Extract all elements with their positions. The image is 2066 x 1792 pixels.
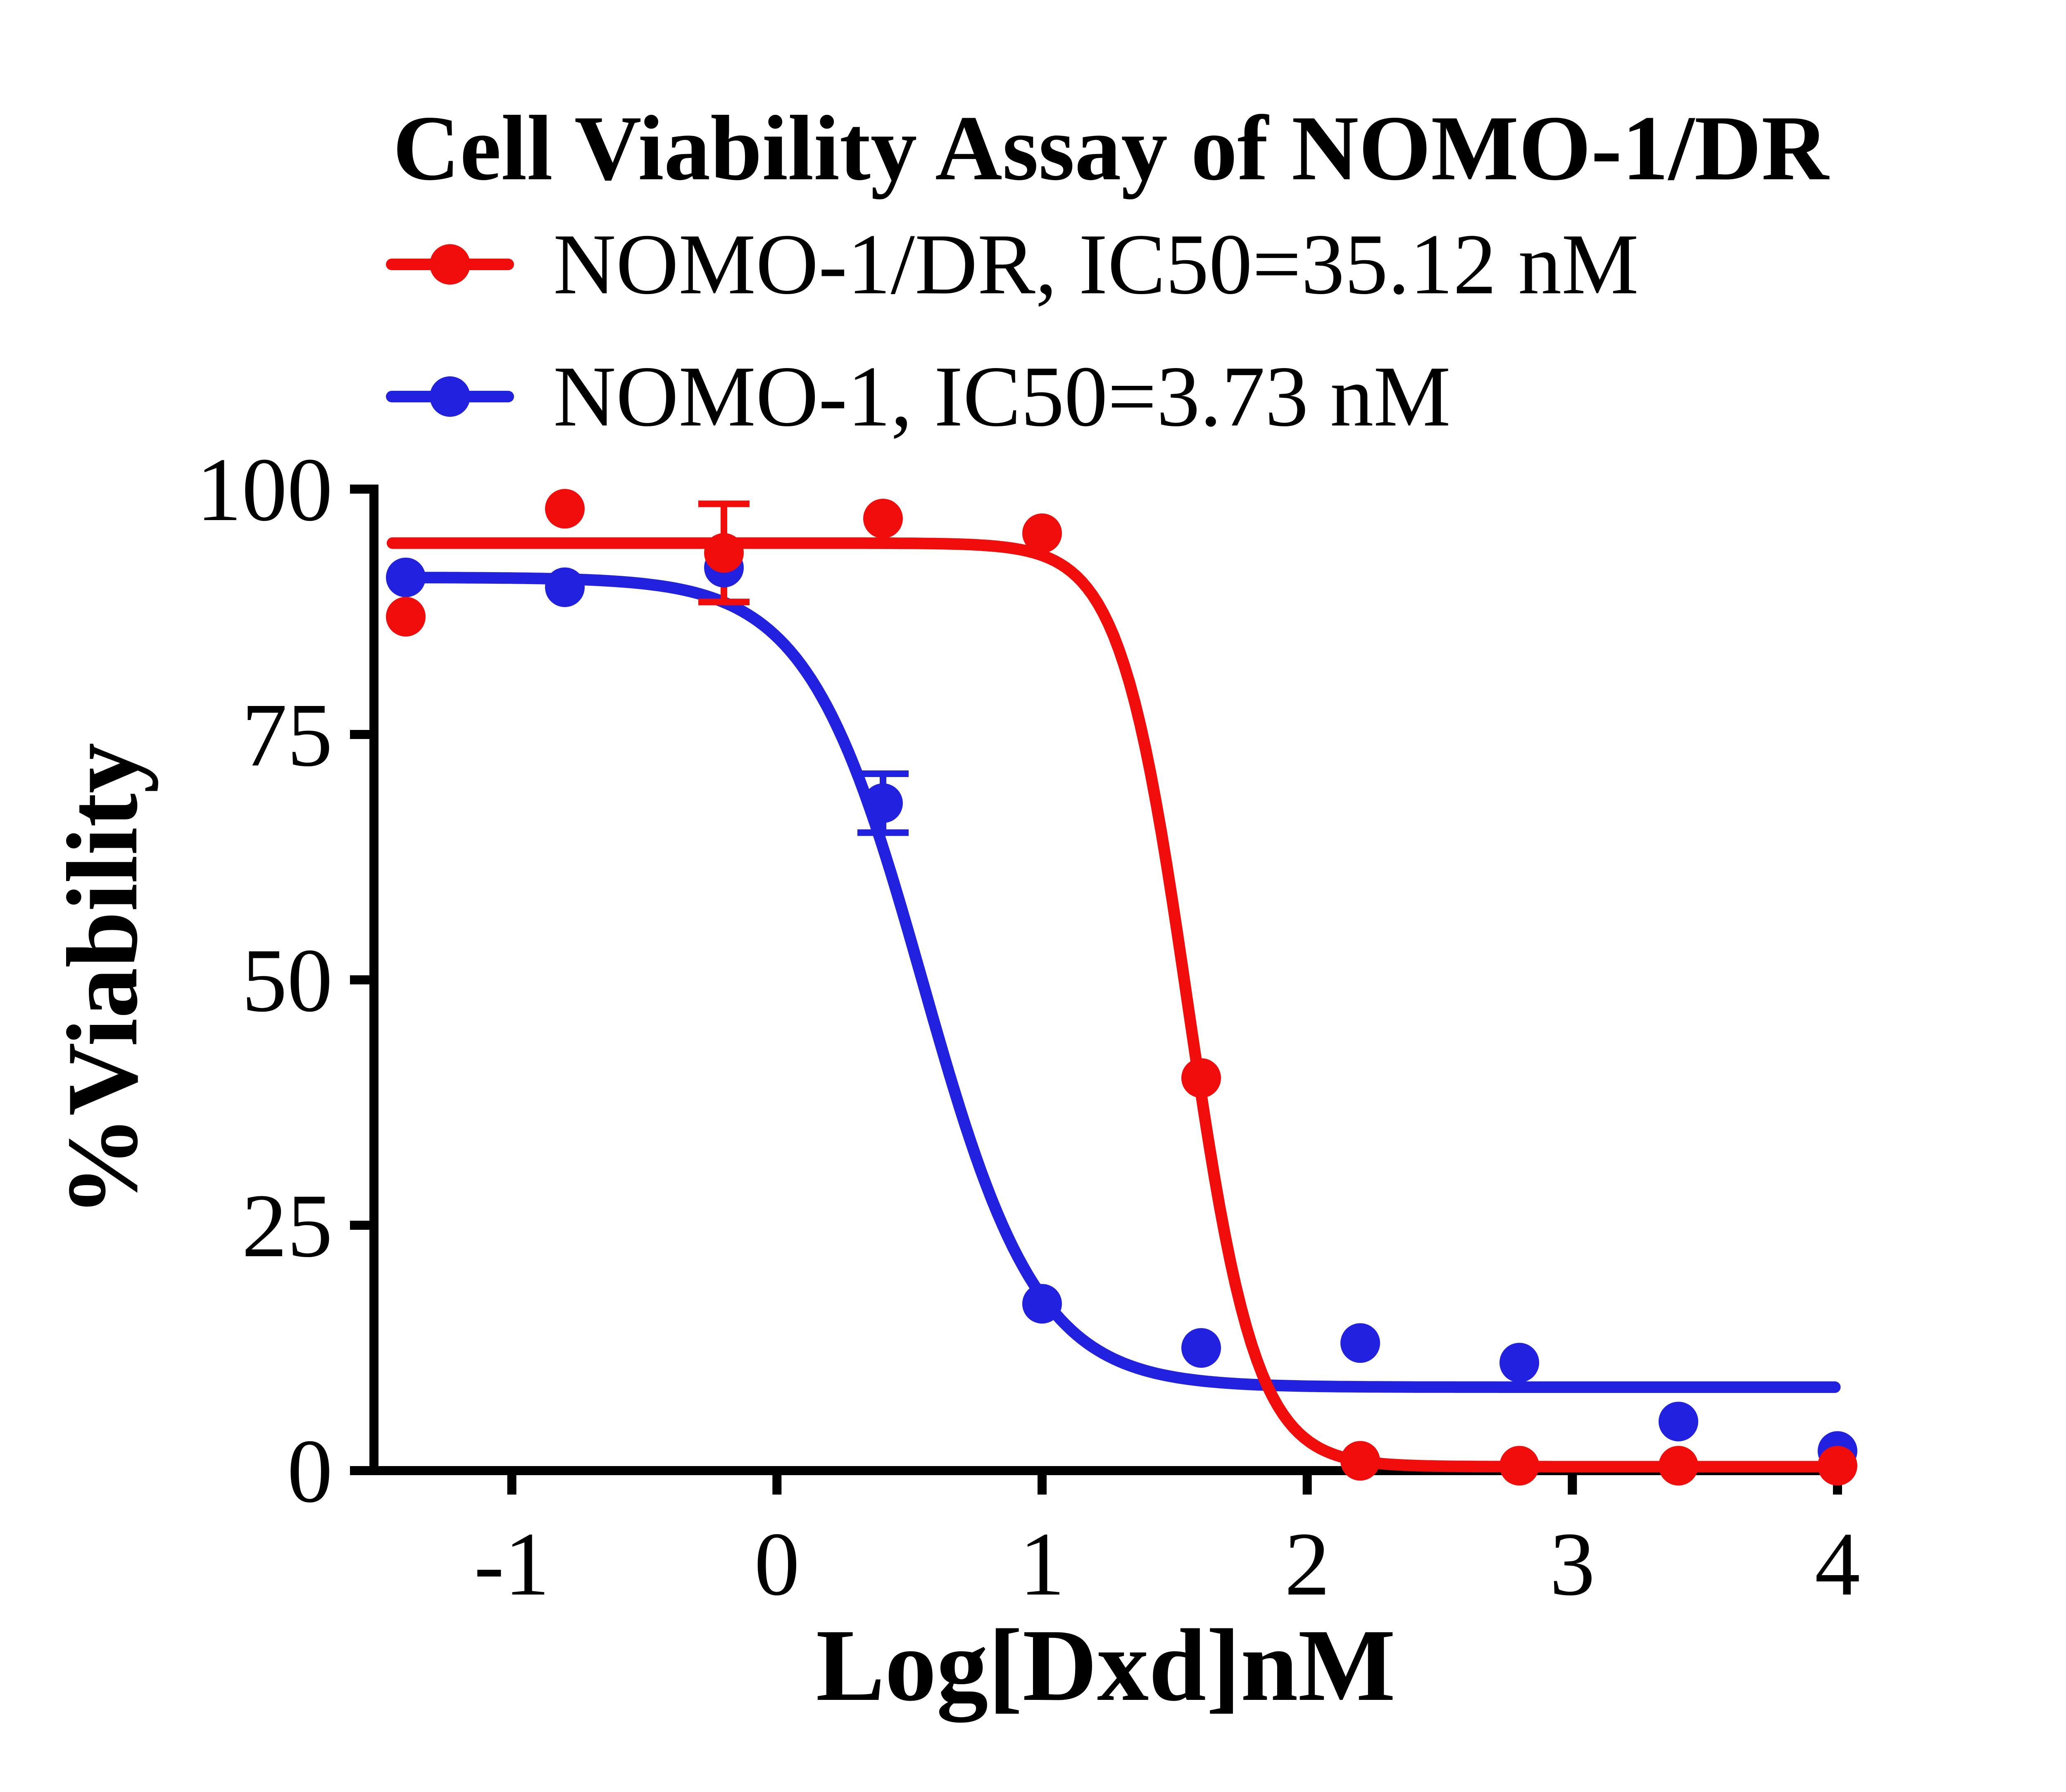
x-tick-label: 3 [1550, 1514, 1595, 1614]
axis-lines [369, 485, 1842, 1475]
data-point-NOMO-1 [1181, 1328, 1221, 1368]
data-point-NOMO-1/DR [863, 499, 903, 539]
x-axis-title: Log[Dxd]nM [816, 1608, 1396, 1723]
x-tick-label: 2 [1285, 1514, 1330, 1614]
data-point-NOMO-1 [1500, 1343, 1539, 1383]
y-axis-title: %Viability [46, 743, 158, 1217]
legend: NOMO-1/DR, IC50=35.12 nM NOMO-1, IC50=3.… [386, 204, 1639, 456]
data-point-NOMO-1/DR [1659, 1446, 1698, 1486]
legend-dot-icon [430, 376, 470, 417]
legend-dot-icon [430, 244, 470, 285]
x-tick-label: 0 [754, 1514, 800, 1614]
fit-curve-NOMO-1 [386, 572, 1841, 1393]
data-point-NOMO-1 [1340, 1323, 1380, 1363]
data-point-NOMO-1 [545, 567, 585, 607]
data-point-NOMO-1 [386, 557, 426, 597]
x-tick-label: 1 [1019, 1514, 1065, 1614]
data-point-NOMO-1/DR [545, 489, 585, 529]
data-point-NOMO-1/DR [1181, 1058, 1221, 1098]
y-tick-label: 100 [196, 439, 333, 540]
data-point-NOMO-1/DR [1500, 1446, 1539, 1486]
data-point-NOMO-1 [863, 783, 903, 823]
x-tick-label: -1 [474, 1514, 550, 1614]
legend-entry-nomo1dr: NOMO-1/DR, IC50=35.12 nM [386, 204, 1639, 324]
data-point-NOMO-1/DR [1340, 1441, 1380, 1481]
data-point-NOMO-1/DR [1818, 1446, 1857, 1486]
legend-label-nomo1dr: NOMO-1/DR, IC50=35.12 nM [553, 216, 1639, 312]
data-point-NOMO-1/DR [386, 597, 426, 637]
y-tick-label: 0 [287, 1421, 333, 1521]
legend-label-nomo1: NOMO-1, IC50=3.73 nM [553, 348, 1451, 444]
data-point-NOMO-1 [1022, 1284, 1062, 1324]
fit-curve-NOMO-1/DR [386, 537, 1841, 1473]
legend-entry-nomo1: NOMO-1, IC50=3.73 nM [386, 337, 1639, 456]
y-tick-label: 25 [242, 1175, 333, 1276]
data-point-NOMO-1 [1659, 1402, 1698, 1442]
y-tick-label: 75 [242, 684, 333, 785]
chart-title: Cell Viability Assay of NOMO-1/DR [393, 96, 1829, 200]
legend-marker-blue [386, 376, 514, 417]
y-tick-label: 50 [242, 930, 333, 1031]
data-point-NOMO-1/DR [704, 533, 744, 573]
x-tick-label: 4 [1815, 1514, 1860, 1614]
legend-marker-red [386, 244, 514, 285]
data-point-NOMO-1/DR [1022, 513, 1062, 553]
